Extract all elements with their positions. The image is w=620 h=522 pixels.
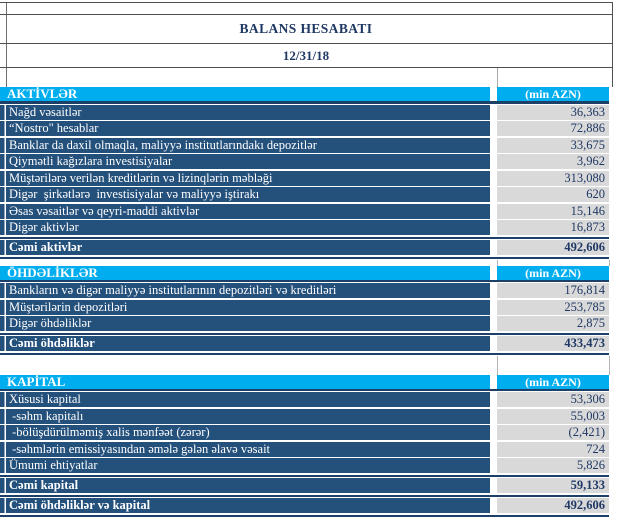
row-label: Cəmi kapital	[0, 478, 490, 493]
table-row: -səhm kapitalı 55,003	[0, 408, 620, 424]
section-rule	[0, 101, 609, 104]
table-row: -bölüşdürülməmiş xalis mənfəət (zərər) (2…	[0, 425, 620, 440]
row-label: Bankların və digər maliyyə institutların…	[0, 283, 490, 298]
row-label: Ümumi ehtiyatlar	[0, 458, 490, 473]
row-value: 59,133	[497, 478, 609, 493]
row-label: Cəmi öhdəliklər və kapital	[0, 498, 490, 513]
report-title: BALANS HESABATI	[239, 21, 373, 36]
report-header: BALANS HESABATI 12/31/18	[0, 0, 620, 87]
section-rule	[0, 514, 609, 517]
section-rule	[0, 494, 609, 497]
row-label: Qiymətli kağızlara investisiyalar	[0, 154, 490, 169]
section-rule	[0, 474, 609, 477]
section-rule	[0, 388, 609, 391]
row-value: 253,785	[497, 299, 609, 315]
table-row: Bankların və digər maliyyə institutların…	[0, 283, 620, 298]
table-row: Əsas vəsaitlər və qeyri-maddi aktivlər 15…	[0, 203, 620, 219]
section-header: ÖHDƏLİKLƏR (min AZN)	[0, 265, 620, 280]
section-rule	[0, 352, 609, 355]
blank-grid-row	[0, 2, 613, 15]
row-value: 176,814	[497, 283, 609, 298]
row-value: 433,473	[497, 336, 609, 351]
row-label: Nağd vəsaitlər	[0, 104, 490, 120]
section-unit-label: (min AZN)	[497, 265, 609, 280]
row-label: Digər şirkətlərə investisiyalar və maliy…	[0, 187, 490, 202]
table-row: Cəmi aktivlər 492,606	[0, 240, 620, 255]
table-row: Digər öhdəliklər 2,875	[0, 316, 620, 331]
report-date: 12/31/18	[282, 48, 330, 63]
section-header: AKTİVLƏR (min AZN)	[0, 87, 620, 101]
row-label: Xüsusi kapital	[0, 392, 490, 407]
row-label: Digər aktivlər	[0, 220, 490, 235]
row-value: 53,306	[497, 392, 609, 407]
table-row: Nağd vəsaitlər 36,363	[0, 104, 620, 120]
row-label: -səhmlərin emissiyasından əmələ gələn əl…	[0, 441, 490, 457]
row-value: 55,003	[497, 408, 609, 424]
table-row: Cəmi öhdəliklər 433,473	[0, 336, 620, 351]
row-label: Cəmi öhdəliklər	[0, 336, 490, 351]
row-value: 492,606	[497, 498, 609, 513]
row-label: -səhm kapitalı	[0, 408, 490, 424]
section-spacer	[0, 356, 611, 375]
row-label: Əsas vəsaitlər və qeyri-maddi aktivlər	[0, 203, 490, 219]
row-value: 620	[497, 187, 609, 202]
table-row: Banklar da daxil olmaqla, maliyyə instit…	[0, 137, 620, 153]
table-row: Digər aktivlər 16,873	[0, 220, 620, 235]
report-date-row: 12/31/18	[0, 44, 613, 68]
table-row: “Nostro" hesablar 72,886	[0, 121, 620, 136]
row-value: 72,886	[497, 121, 609, 136]
section-unit-label: (min AZN)	[497, 87, 609, 101]
row-label: Müştərilərə verilən kreditlərin və lizin…	[0, 170, 490, 186]
table-row: Xüsusi kapital 53,306	[0, 392, 620, 407]
table-row: Qiymətli kağızlara investisiyalar 3,962	[0, 154, 620, 169]
table-row: -səhmlərin emissiyasından əmələ gələn əl…	[0, 441, 620, 457]
row-value: 33,675	[497, 137, 609, 153]
row-value: 5,826	[497, 458, 609, 473]
sections: AKTİVLƏR (min AZN) Nağd vəsaitlər 36,363 “No…	[0, 87, 620, 517]
report-title-row: BALANS HESABATI	[0, 15, 613, 44]
row-label: -bölüşdürülməmiş xalis mənfəət (zərər)	[0, 425, 490, 440]
section-spacer	[0, 260, 611, 266]
row-label: “Nostro" hesablar	[0, 121, 490, 136]
row-label: Digər öhdəliklər	[0, 316, 490, 331]
row-label: Cəmi aktivlər	[0, 240, 490, 255]
row-value: 313,080	[497, 170, 609, 186]
section-rule	[0, 332, 609, 335]
row-value: 36,363	[497, 104, 609, 120]
section-rule	[0, 236, 609, 239]
blank-grid-row	[0, 68, 613, 87]
row-label: Banklar da daxil olmaqla, maliyyə instit…	[0, 137, 490, 153]
row-value: 724	[497, 441, 609, 457]
row-value: (2,421)	[497, 425, 609, 440]
section-rule	[0, 256, 609, 259]
section-unit-label: (min AZN)	[497, 374, 609, 389]
row-value: 3,962	[497, 154, 609, 169]
row-value: 492,606	[497, 240, 609, 255]
row-value: 15,146	[497, 203, 609, 219]
row-label: Müştərilərin depozitləri	[0, 299, 490, 315]
row-value: 16,873	[497, 220, 609, 235]
section-title: ÖHDƏLİKLƏR	[0, 265, 490, 280]
section-header: KAPİTAL (min AZN)	[0, 374, 620, 389]
table-row: Müştərilərin depozitləri 253,785	[0, 299, 620, 315]
table-row: Digər şirkətlərə investisiyalar və maliy…	[0, 187, 620, 202]
row-value: 2,875	[497, 316, 609, 331]
section-title: AKTİVLƏR	[0, 87, 490, 101]
section-title: KAPİTAL	[0, 374, 490, 389]
table-row: Cəmi kapital 59,133	[0, 478, 620, 493]
table-row: Ümumi ehtiyatlar 5,826	[0, 458, 620, 473]
table-row: Cəmi öhdəliklər və kapital 492,606	[0, 498, 620, 513]
table-row: Müştərilərə verilən kreditlərin və lizin…	[0, 170, 620, 186]
section-rule	[0, 279, 609, 282]
